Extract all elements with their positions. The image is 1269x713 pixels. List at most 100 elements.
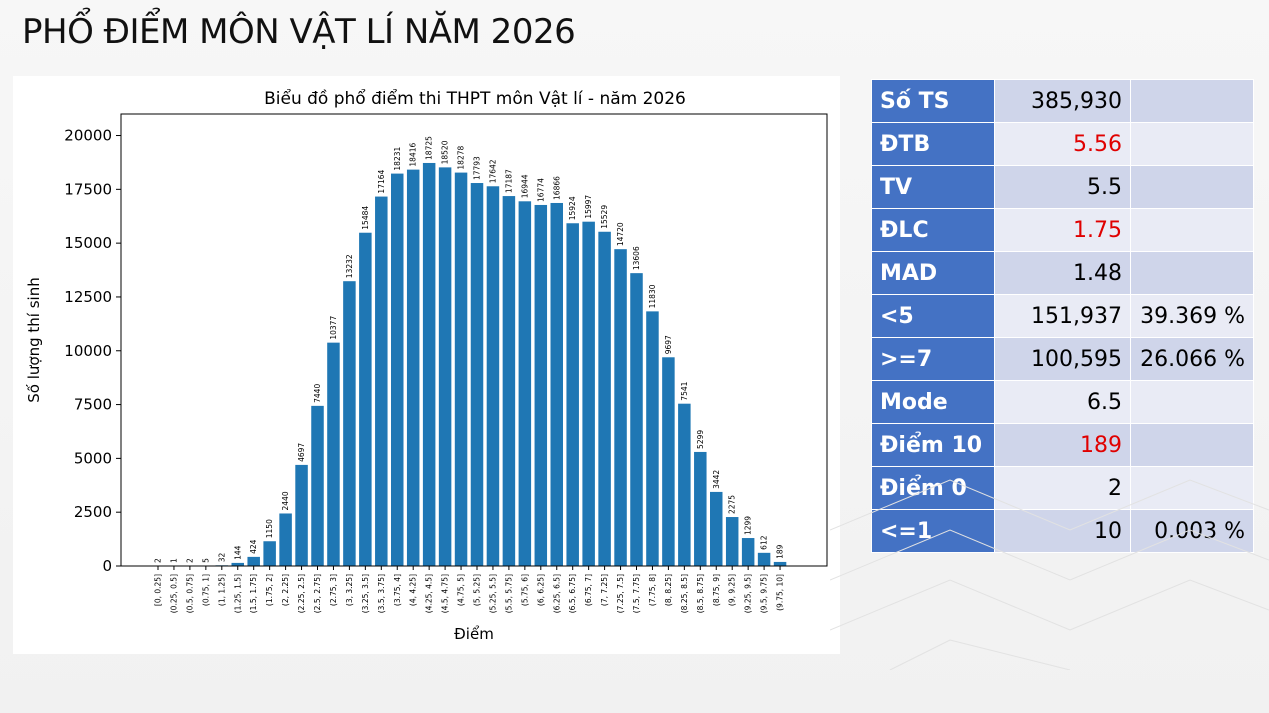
stat-percent xyxy=(1130,208,1254,252)
bar xyxy=(486,186,500,566)
x-tick-label: (7.75, 8] xyxy=(648,574,657,606)
x-tick-label: [0, 0.25] xyxy=(154,574,163,606)
stat-percent: 39.369 % xyxy=(1130,294,1254,338)
y-tick-label: 20000 xyxy=(64,127,112,145)
bar-value-label: 17642 xyxy=(488,159,497,183)
bar-value-label: 7541 xyxy=(680,381,689,400)
bar-value-label: 2 xyxy=(154,558,163,563)
x-tick-label: (3.5, 3.75] xyxy=(377,574,386,613)
bar-value-label: 7440 xyxy=(313,384,322,403)
bar xyxy=(582,221,595,566)
bar xyxy=(662,357,675,566)
x-tick-label: (6.25, 6.5] xyxy=(552,574,561,613)
stat-percent xyxy=(1130,466,1254,510)
x-tick-label: (6.75, 7] xyxy=(584,574,593,606)
stat-percent xyxy=(1130,165,1254,209)
page-title: PHỔ ĐIỂM MÔN VẬT LÍ NĂM 2026 xyxy=(22,12,576,52)
bar xyxy=(550,202,563,566)
x-tick-label: (3, 3.25] xyxy=(345,574,354,606)
bar xyxy=(438,167,452,566)
bar-value-label: 32 xyxy=(217,553,226,563)
x-tick-label: (0.25, 0.5] xyxy=(169,574,178,613)
bar xyxy=(630,273,643,566)
stat-percent xyxy=(1130,79,1254,123)
x-axis-ticks: [0, 0.25] (0.25, 0.5] (0.5, 0.75] (0.75, 1]… xyxy=(154,566,785,613)
bar xyxy=(694,451,707,566)
bar xyxy=(614,249,627,566)
y-axis-label: Số lượng thí sinh xyxy=(25,277,43,402)
bar-value-label: 16866 xyxy=(552,176,561,200)
chart-svg: Biểu đồ phổ điểm thi THPT môn Vật lí - n… xyxy=(25,88,828,643)
stats-row: MAD 1.48 xyxy=(871,251,1254,295)
bar-value-label: 15484 xyxy=(361,206,370,230)
bar xyxy=(295,464,308,566)
bar xyxy=(534,204,548,566)
x-tick-label: (9, 9.25] xyxy=(728,574,737,606)
bar-value-label: 13606 xyxy=(632,246,641,270)
x-tick-label: (2.25, 2.5] xyxy=(297,574,306,613)
x-tick-label: (8, 8.25] xyxy=(664,574,673,606)
bar xyxy=(263,541,276,566)
x-tick-label: (4.5, 4.75] xyxy=(441,574,450,613)
stats-table: Số TS 385,930 ĐTB 5.56 TV 5.5 ĐLC 1.75 MAD 1.48 <5… xyxy=(871,79,1254,553)
bar-value-label: 17793 xyxy=(473,156,482,180)
bar-value-label: 18231 xyxy=(393,147,402,171)
bar xyxy=(406,169,420,566)
y-tick-label: 0 xyxy=(102,557,112,575)
stat-value: 189 xyxy=(994,423,1131,467)
x-tick-label: (8.25, 8.5] xyxy=(680,574,689,613)
x-tick-label: (2, 2.25] xyxy=(281,574,290,606)
stat-key: ĐLC xyxy=(871,208,995,252)
bar-value-label: 2275 xyxy=(728,495,737,514)
stat-key: Số TS xyxy=(871,79,995,123)
background-decoration xyxy=(830,479,1269,670)
bar-value-label: 17164 xyxy=(377,169,386,193)
bar-value-label: 1150 xyxy=(265,519,274,538)
x-tick-label: (0.5, 0.75] xyxy=(185,574,194,613)
x-tick-label: (1.75, 2] xyxy=(265,574,274,606)
y-tick-label: 12500 xyxy=(64,288,112,306)
stat-percent xyxy=(1130,122,1254,166)
bar-value-label: 18416 xyxy=(409,143,418,167)
stat-key: Điểm 0 xyxy=(871,466,995,510)
x-tick-label: (2.5, 2.75] xyxy=(313,574,322,613)
bar xyxy=(598,231,611,566)
x-tick-label: (1, 1.25] xyxy=(217,574,226,606)
bar xyxy=(311,405,324,566)
bar-value-label: 11830 xyxy=(648,284,657,308)
bar xyxy=(470,183,484,566)
bar xyxy=(741,538,755,566)
bar xyxy=(247,556,260,566)
x-tick-label: (8.5, 8.75] xyxy=(696,574,705,613)
bar xyxy=(502,196,516,566)
stats-row: Số TS 385,930 xyxy=(871,79,1254,123)
stat-key: MAD xyxy=(871,251,995,295)
x-tick-label: (5.25, 5.5] xyxy=(488,574,497,613)
bar xyxy=(710,491,723,566)
bar-value-label: 424 xyxy=(249,539,258,554)
stat-value: 5.56 xyxy=(994,122,1131,166)
bar-value-label: 189 xyxy=(776,544,785,559)
x-tick-label: (6.5, 6.75] xyxy=(568,574,577,613)
bar-value-label: 9697 xyxy=(664,335,673,354)
bar-value-label: 13232 xyxy=(345,254,354,278)
stat-value: 1.75 xyxy=(994,208,1131,252)
y-tick-label: 2500 xyxy=(74,503,112,521)
stat-value: 1.48 xyxy=(994,251,1131,295)
y-tick-label: 7500 xyxy=(74,396,112,414)
bar-value-label: 3442 xyxy=(712,470,721,489)
bar-value-label: 4697 xyxy=(297,443,306,462)
bar-value-label: 18278 xyxy=(457,146,466,170)
stat-key: >=7 xyxy=(871,337,995,381)
stat-value: 151,937 xyxy=(994,294,1131,338)
bar xyxy=(231,562,244,566)
bar xyxy=(454,172,468,566)
x-tick-label: (3.25, 3.5] xyxy=(361,574,370,613)
bar-value-label: 18520 xyxy=(441,140,450,164)
bar-value-label: 14720 xyxy=(616,222,625,246)
stat-key: <=1 xyxy=(871,509,995,553)
stat-percent xyxy=(1130,380,1254,424)
bar xyxy=(343,281,356,566)
bar-value-label: 1299 xyxy=(744,516,753,535)
